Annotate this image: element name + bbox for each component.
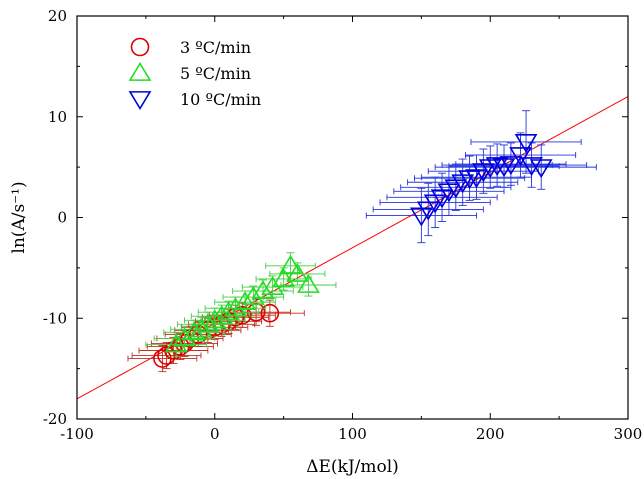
- error-bar: [372, 182, 484, 237]
- data-point: [164, 333, 188, 353]
- data-point: [260, 303, 280, 323]
- data-point: [251, 279, 275, 299]
- x-tick-label: 200: [476, 425, 505, 443]
- data-point: [416, 201, 440, 221]
- x-axis-label: ΔE(kJ/mol): [306, 457, 399, 477]
- x-tick-label: 100: [338, 425, 367, 443]
- plot-area: [77, 96, 628, 400]
- x-tick-label: 0: [210, 425, 220, 443]
- data-point: [499, 156, 523, 176]
- data-point: [520, 157, 543, 177]
- series-2: [145, 252, 337, 357]
- y-tick-label: -10: [43, 309, 67, 327]
- data-point: [478, 159, 502, 179]
- error-bar: [465, 132, 577, 178]
- legend-marker: [128, 61, 152, 81]
- legend-label: 5 ºC/min: [180, 64, 251, 83]
- data-point: [217, 301, 240, 321]
- x-tick-label: -100: [60, 425, 94, 443]
- data-point: [514, 134, 538, 153]
- y-tick-label: 0: [57, 209, 67, 227]
- y-tick-label: 20: [48, 7, 67, 25]
- data-point: [458, 170, 481, 190]
- data-point: [241, 286, 265, 306]
- legend-marker: [128, 91, 152, 111]
- series-3: [365, 110, 597, 244]
- data-point: [492, 158, 516, 178]
- error-bar: [470, 110, 582, 174]
- data-point: [233, 291, 257, 311]
- x-tick-label: 300: [614, 425, 643, 443]
- error-bar: [427, 148, 539, 194]
- data-point: [224, 297, 247, 317]
- legend-label: 10 ºC/min: [180, 90, 261, 109]
- y-tick-label: 10: [48, 108, 67, 126]
- legend: 3 ºC/min 5 ºC/min 10 ºC/min: [128, 37, 261, 111]
- series-1: [127, 298, 305, 373]
- y-tick-label: -20: [43, 410, 67, 428]
- error-bar: [386, 172, 498, 222]
- data-point: [529, 159, 553, 179]
- legend-label: 3 ºC/min: [180, 38, 251, 57]
- data-point: [157, 346, 176, 365]
- error-bar: [476, 142, 588, 188]
- error-bar: [414, 155, 526, 201]
- legend-marker: [130, 37, 150, 57]
- error-bar: [365, 187, 477, 244]
- data-point: [279, 254, 302, 274]
- data-point: [173, 327, 196, 347]
- data-point: [509, 147, 532, 167]
- error-bar: [485, 144, 597, 190]
- data-point: [297, 273, 320, 293]
- y-axis-label: ln(A/s⁻¹): [9, 181, 29, 253]
- data-point: [286, 262, 309, 282]
- data-point: [485, 157, 509, 177]
